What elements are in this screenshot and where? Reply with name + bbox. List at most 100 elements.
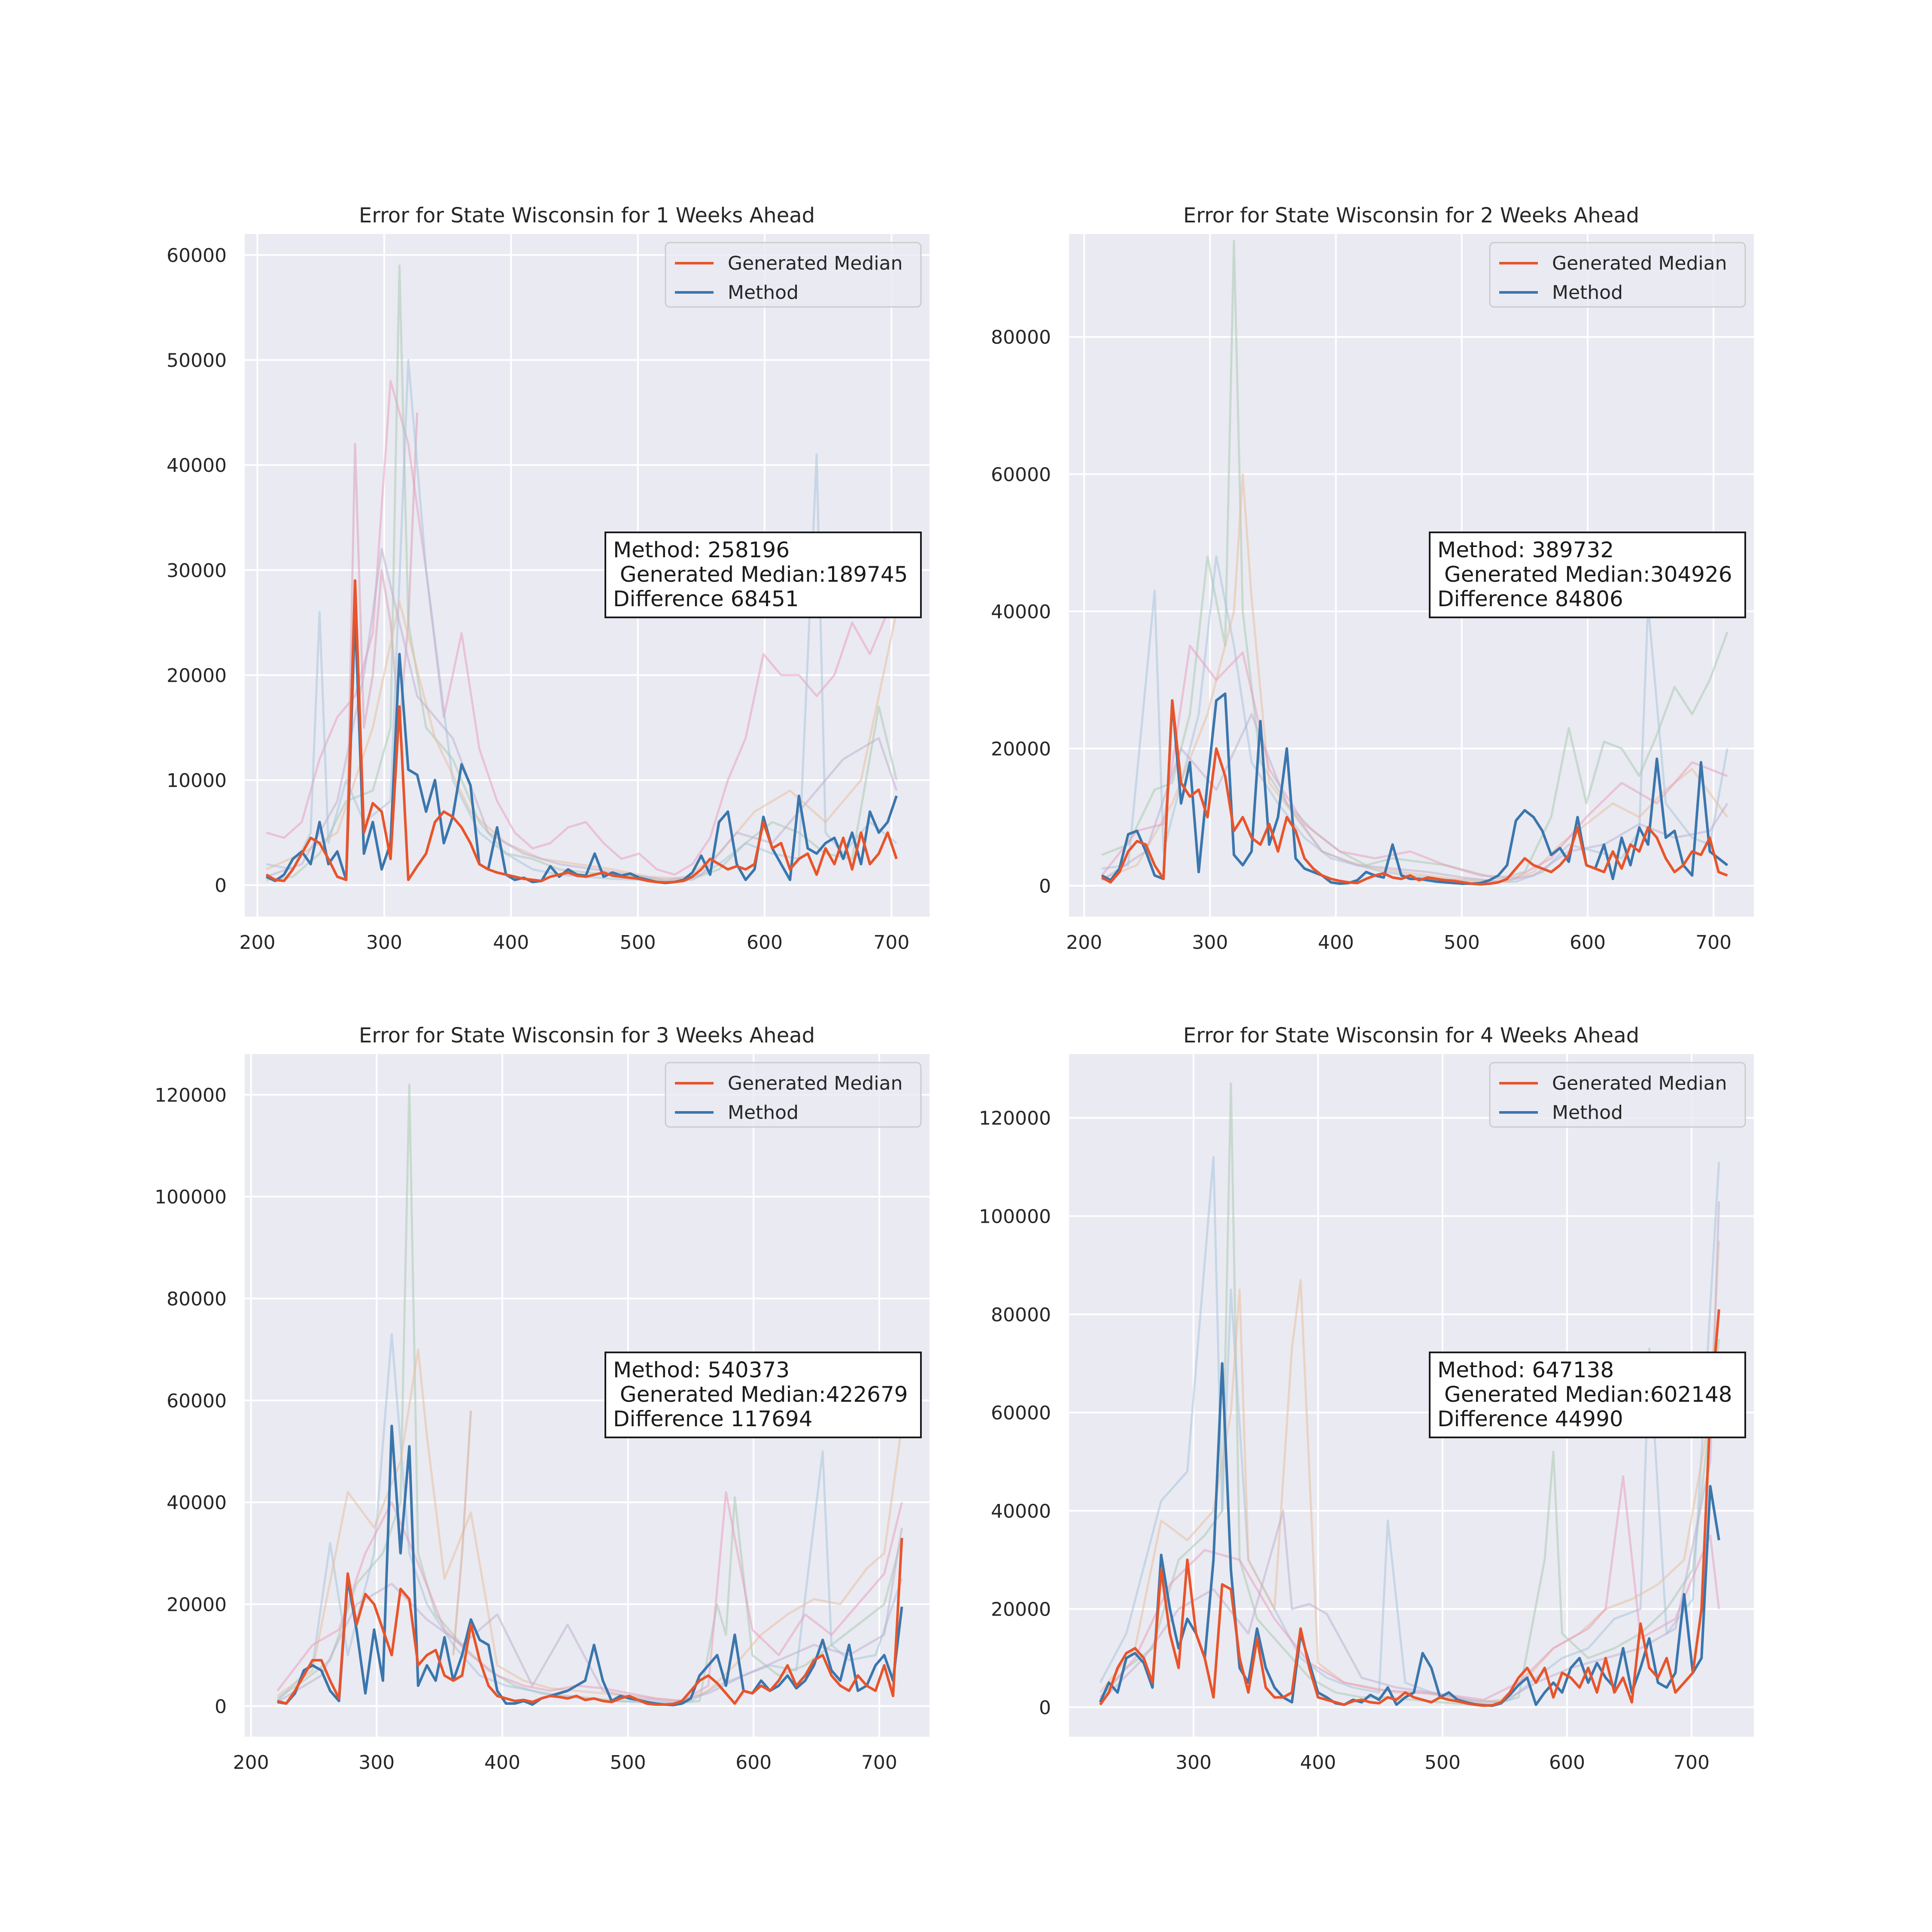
annotation-generated-median: Generated Median:422679 xyxy=(613,1382,908,1407)
x-tick-label: 700 xyxy=(861,1752,897,1774)
tick-labels: 300 400 500 600 700 0 20000 40000 60000 80000 1000… xyxy=(979,1108,1710,1774)
sample-trajectory-line xyxy=(452,1410,472,1656)
x-tick-label: 300 xyxy=(1192,932,1228,954)
series-lines xyxy=(1099,1082,1720,1707)
y-tick-label: 100000 xyxy=(979,1206,1051,1227)
y-tick-label: 100000 xyxy=(155,1186,227,1208)
sample-trajectory-line xyxy=(266,264,898,882)
annotation-difference: Difference 84806 xyxy=(1437,586,1623,611)
x-tick-label: 500 xyxy=(1444,932,1480,954)
annotation-method: Method: 258196 xyxy=(613,538,790,562)
series-lines xyxy=(1101,240,1728,886)
sample-trajectory-line xyxy=(345,412,419,880)
series-lines xyxy=(276,1083,903,1707)
legend-entry: Method xyxy=(728,1102,799,1124)
sample-trajectory-line xyxy=(1101,644,1728,879)
generated-median-series-line xyxy=(1099,1309,1720,1707)
x-tick-label: 500 xyxy=(620,932,656,954)
x-tick-label: 600 xyxy=(747,932,783,954)
y-tick-label: 0 xyxy=(1039,1697,1051,1719)
series-lines xyxy=(265,264,898,884)
generated-median-series-line xyxy=(1101,699,1728,886)
x-tick-label: 200 xyxy=(240,932,276,954)
sample-trajectory-line xyxy=(1099,1082,1720,1706)
y-tick-label: 20000 xyxy=(991,738,1051,760)
annotation-difference: Difference 44990 xyxy=(1437,1406,1623,1431)
sample-trajectory-line xyxy=(266,380,898,876)
y-tick-label: 30000 xyxy=(167,560,227,582)
y-tick-label: 50000 xyxy=(167,350,227,372)
x-tick-label: 200 xyxy=(1066,932,1102,954)
legend-entry: Generated Median xyxy=(1552,1072,1727,1094)
x-tick-label: 600 xyxy=(1570,932,1606,954)
subplot-4-weeks-ahead: Error for State Wisconsin for 4 Weeks Ah… xyxy=(979,1024,1754,1774)
y-tick-label: 0 xyxy=(215,875,227,897)
sample-trajectory-line xyxy=(276,1491,903,1702)
y-tick-label: 10000 xyxy=(167,770,227,792)
annotation-method: Method: 389732 xyxy=(1437,538,1614,562)
sample-trajectory-line xyxy=(1099,1201,1720,1704)
y-tick-label: 60000 xyxy=(167,245,227,267)
generated-median-series-line xyxy=(277,1538,903,1706)
legend-entry: Method xyxy=(1552,282,1623,304)
tick-labels: 200 300 400 500 600 700 0 20000 40000 60000 80000 1… xyxy=(155,1084,897,1774)
x-tick-label: 400 xyxy=(1318,932,1354,954)
y-tick-label: 80000 xyxy=(167,1288,227,1310)
y-tick-label: 40000 xyxy=(991,601,1051,623)
subplot-2-weeks-ahead: Error for State Wisconsin for 2 Weeks Ah… xyxy=(991,204,1754,954)
x-tick-label: 300 xyxy=(1176,1752,1212,1774)
y-tick-label: 20000 xyxy=(991,1599,1051,1621)
generated-median-series-line xyxy=(265,579,898,884)
sample-trajectory-line xyxy=(276,1528,903,1703)
y-tick-label: 40000 xyxy=(167,1492,227,1514)
stats-annotation-box: Method: 258196 Generated Median:189745 D… xyxy=(605,532,922,618)
y-tick-label: 20000 xyxy=(167,1594,227,1616)
annotation-method: Method: 540373 xyxy=(613,1358,790,1382)
sample-trajectory-line xyxy=(1101,240,1728,880)
stats-annotation-box: Method: 647138 Generated Median:602148 D… xyxy=(1429,1352,1746,1438)
y-tick-label: 120000 xyxy=(155,1084,227,1106)
legend-entry: Generated Median xyxy=(728,1072,902,1094)
legend: Generated Median Method xyxy=(665,1062,922,1128)
x-tick-label: 400 xyxy=(493,932,529,954)
y-tick-label: 60000 xyxy=(991,464,1051,486)
tick-labels: 200 300 400 500 600 700 0 20000 40000 60000 80000 xyxy=(991,327,1732,954)
annotation-generated-median: Generated Median:602148 xyxy=(1437,1382,1732,1407)
y-tick-label: 80000 xyxy=(991,1304,1051,1326)
x-tick-label: 400 xyxy=(484,1752,520,1774)
legend: Generated Median Method xyxy=(665,242,922,308)
y-tick-label: 0 xyxy=(215,1696,227,1718)
sample-trajectory-line xyxy=(276,1348,903,1702)
y-tick-label: 40000 xyxy=(991,1501,1051,1522)
x-tick-label: 400 xyxy=(1300,1752,1336,1774)
sample-trajectory-line xyxy=(1101,713,1728,883)
x-tick-label: 500 xyxy=(1425,1752,1461,1774)
subplot-title: Error for State Wisconsin for 3 Weeks Ah… xyxy=(359,1024,815,1048)
legend-entry: Method xyxy=(728,282,799,304)
annotation-generated-median: Generated Median:304926 xyxy=(1437,562,1732,587)
stats-annotation-box: Method: 389732 Generated Median:304926 D… xyxy=(1429,532,1746,618)
subplot-1-weeks-ahead: Error for State Wisconsin for 1 Weeks Ah… xyxy=(167,204,930,954)
x-tick-label: 500 xyxy=(610,1752,646,1774)
legend: Generated Median Method xyxy=(1489,242,1746,308)
y-tick-label: 60000 xyxy=(167,1390,227,1412)
x-tick-label: 300 xyxy=(358,1752,395,1774)
gridlines xyxy=(245,234,930,917)
legend-entry: Generated Median xyxy=(1552,252,1727,274)
x-tick-label: 600 xyxy=(1549,1752,1585,1774)
y-tick-label: 0 xyxy=(1039,875,1051,897)
annotation-difference: Difference 117694 xyxy=(613,1406,813,1431)
legend-entry: Generated Median xyxy=(728,252,902,274)
x-tick-label: 600 xyxy=(735,1752,772,1774)
x-tick-label: 700 xyxy=(1674,1752,1710,1774)
sample-trajectory-line xyxy=(266,600,898,880)
y-tick-label: 120000 xyxy=(979,1108,1051,1130)
y-tick-label: 20000 xyxy=(167,665,227,687)
x-tick-label: 200 xyxy=(233,1752,269,1774)
x-tick-label: 700 xyxy=(1695,932,1732,954)
subplot-title: Error for State Wisconsin for 1 Weeks Ah… xyxy=(359,204,815,228)
annotation-difference: Difference 68451 xyxy=(613,586,799,611)
subplot-title: Error for State Wisconsin for 2 Weeks Ah… xyxy=(1183,204,1639,228)
legend: Generated Median Method xyxy=(1489,1062,1746,1128)
